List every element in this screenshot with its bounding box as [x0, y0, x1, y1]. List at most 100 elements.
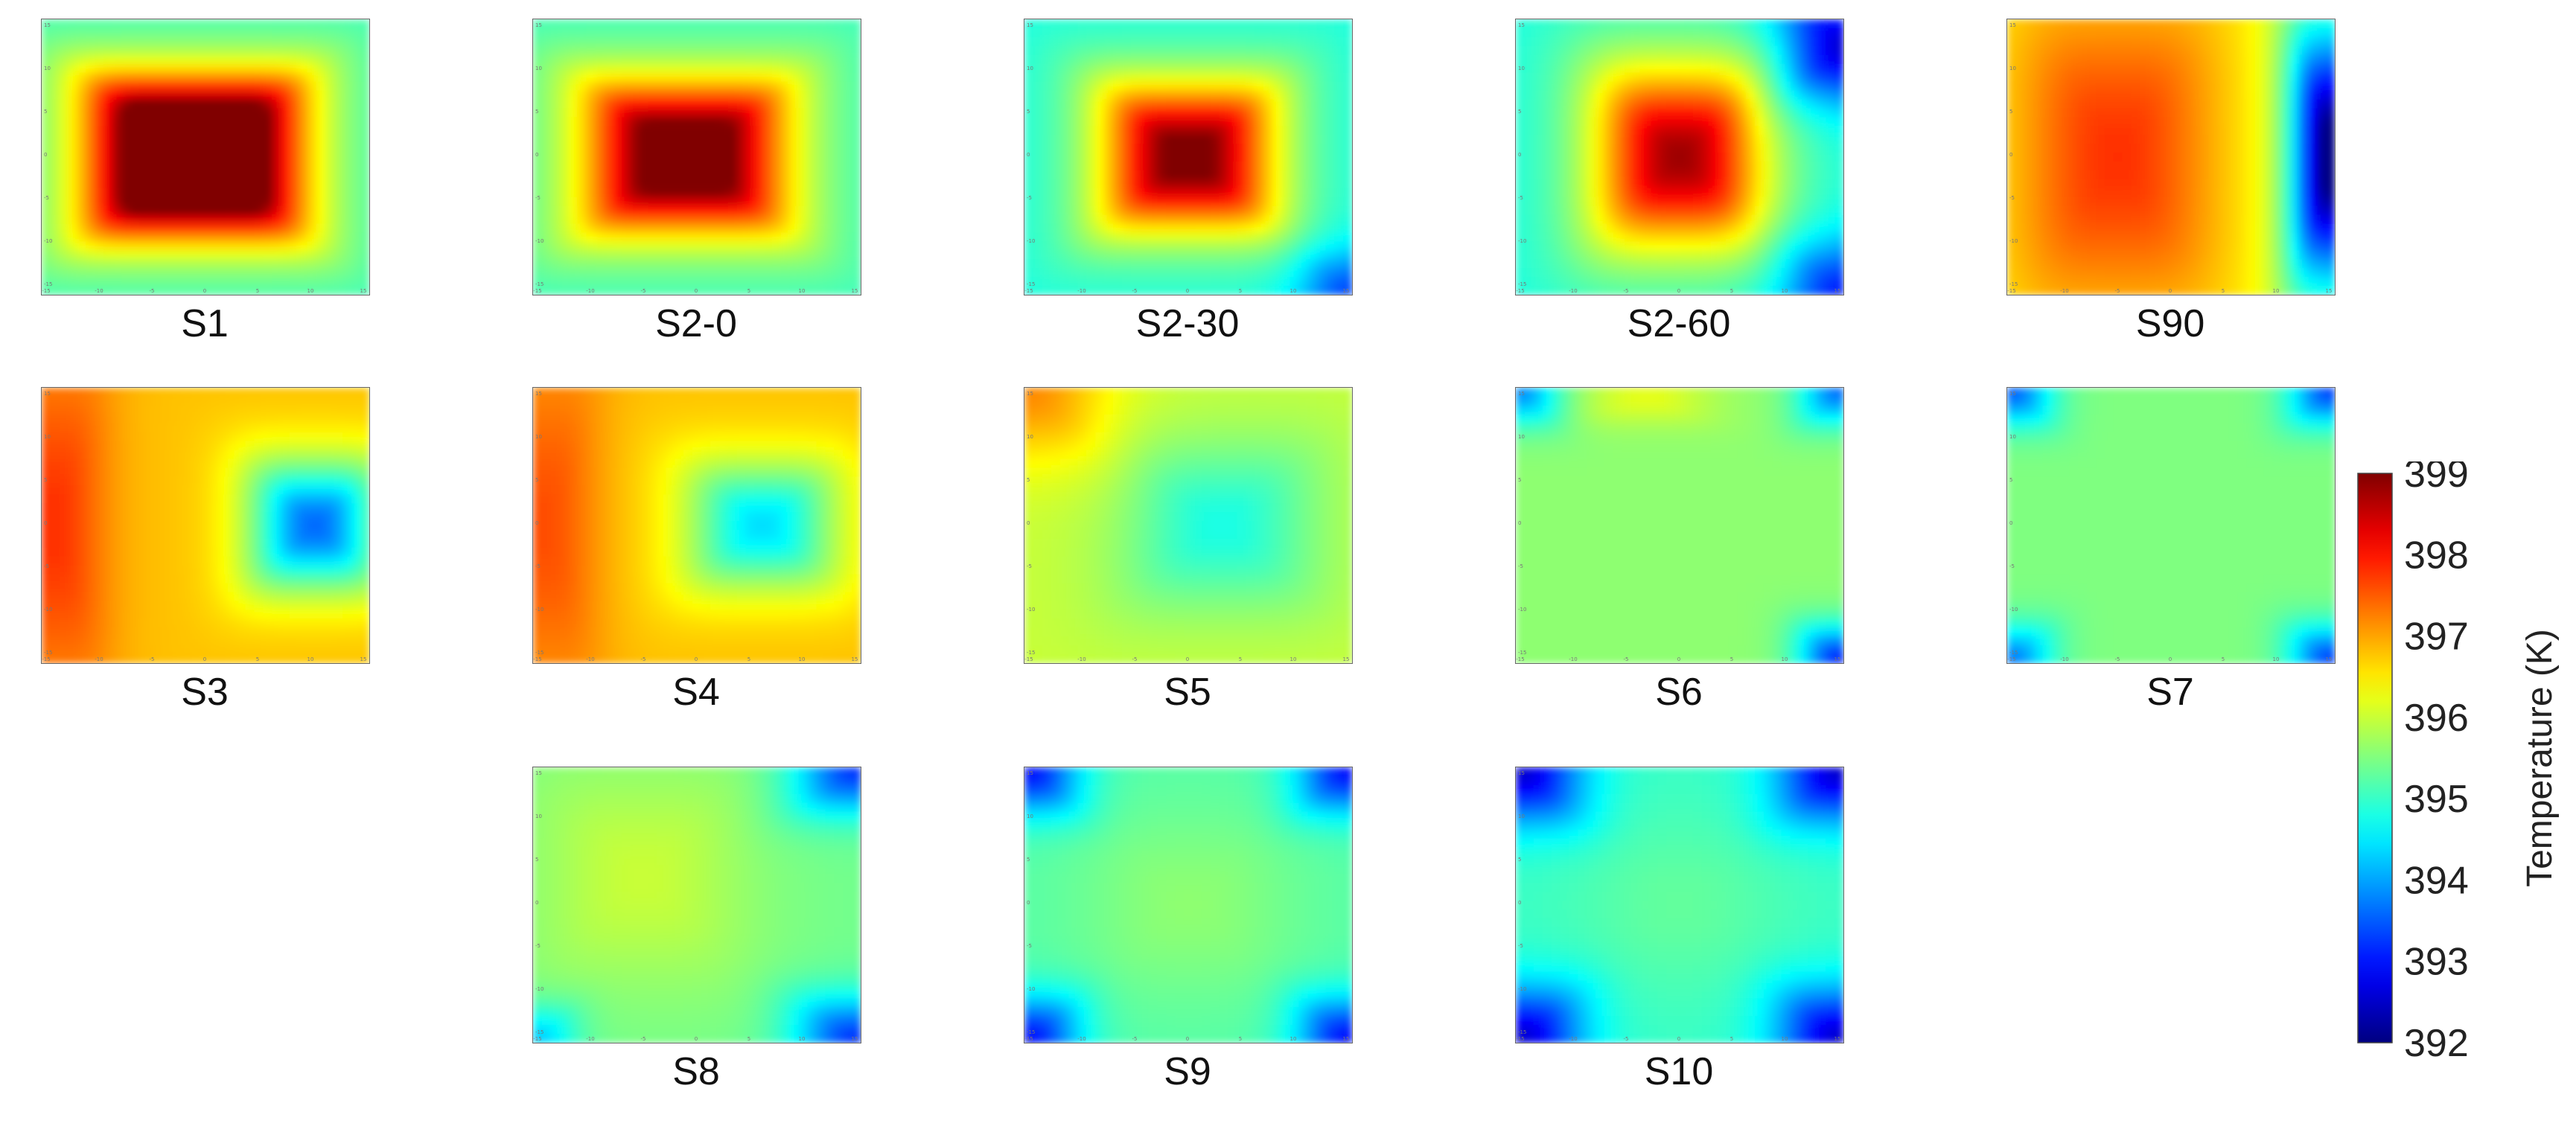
y-tick-label: -15: [1518, 650, 1526, 656]
y-tick-label: 10: [1027, 65, 1033, 71]
heatmap-s90: -15 15 -10 10 -5 5 0 0 5 -5 10 -10 15 -15: [2006, 19, 2336, 295]
x-tick-label: -15: [533, 288, 541, 294]
y-tick-label: 5: [44, 109, 47, 115]
x-tick-label: 5: [1239, 288, 1242, 294]
heatmap-panel-s2-60: -15 15 -10 10 -5 5 0 0 5 -5 10 -10 15 -15 S2-60: [1515, 19, 1844, 354]
heatmap-s2-30: -15 15 -10 10 -5 5 0 0 5 -5 10 -10 15 -15: [1024, 19, 1353, 295]
heatmap-panel-s4: -15 15 -10 10 -5 5 0 0 5 -5 10 -10 15 -15 S4: [532, 387, 861, 722]
colorbar-tick-label: 395: [2404, 778, 2469, 821]
heatmap-s8: -15 15 -10 10 -5 5 0 0 5 -5 10 -10 15 -15: [532, 767, 861, 1043]
y-tick-label: 0: [2009, 520, 2012, 526]
x-tick-label: 5: [2222, 288, 2225, 294]
x-tick-label: 10: [2273, 656, 2280, 662]
y-tick-label: 15: [44, 391, 51, 397]
heatmap-s7: -15 15 -10 10 -5 5 0 0 5 -5 10 -10 15 -15: [2006, 387, 2336, 664]
x-tick-label: 5: [1239, 656, 1242, 662]
y-tick-label: -10: [535, 607, 543, 613]
x-tick-label: -5: [1132, 288, 1138, 294]
y-tick-label: 15: [1518, 22, 1525, 28]
y-tick-label: 10: [1518, 813, 1525, 819]
colorbar-gradient: [2357, 473, 2393, 1043]
y-tick-label: 10: [2009, 434, 2016, 440]
heatmap-panel-s3: -15 15 -10 10 -5 5 0 0 5 -5 10 -10 15 -15 S3: [41, 387, 370, 722]
x-tick-label: 15: [1343, 288, 1350, 294]
y-tick-label: 0: [1027, 900, 1030, 906]
y-tick-label: -15: [1027, 650, 1035, 656]
heatmap-panel-s7: -15 15 -10 10 -5 5 0 0 5 -5 10 -10 15 -15 S7: [2006, 387, 2336, 722]
y-tick-label: 0: [535, 900, 538, 906]
x-tick-label: 10: [1290, 1036, 1297, 1042]
x-tick-label: -15: [1516, 288, 1524, 294]
x-tick-label: 0: [1186, 1036, 1189, 1042]
x-tick-label: 15: [852, 1036, 858, 1042]
y-tick-label: 5: [535, 109, 538, 115]
y-tick-label: -5: [1027, 943, 1032, 949]
y-tick-label: -10: [535, 986, 543, 992]
x-tick-label: -5: [1132, 656, 1138, 662]
panel-label: S7: [2146, 671, 2194, 714]
colorbar-tick-label: 399: [2404, 461, 2469, 496]
y-tick-label: -5: [1027, 195, 1032, 201]
y-tick-label: -10: [1027, 607, 1035, 613]
panel-label: S2-0: [655, 302, 737, 345]
x-tick-label: -10: [1077, 288, 1085, 294]
x-tick-label: -15: [1516, 1036, 1524, 1042]
y-tick-label: 0: [44, 520, 47, 526]
panel-label: S5: [1164, 671, 1211, 714]
y-tick-label: -5: [1518, 563, 1523, 569]
y-tick-label: 15: [1027, 22, 1033, 28]
y-tick-label: 5: [1518, 109, 1521, 115]
x-tick-label: 15: [1343, 1036, 1350, 1042]
x-tick-label: 0: [1186, 656, 1189, 662]
heatmap-s10: -15 15 -10 10 -5 5 0 0 5 -5 10 -10 15 -15: [1515, 767, 1844, 1043]
y-tick-label: 10: [535, 65, 542, 71]
x-tick-label: 0: [695, 1036, 698, 1042]
y-tick-label: -15: [1518, 1029, 1526, 1035]
x-tick-label: 15: [360, 656, 367, 662]
x-tick-label: -15: [1024, 1036, 1033, 1042]
y-tick-label: 0: [1518, 152, 1521, 158]
y-tick-label: -5: [1518, 943, 1523, 949]
colorbar-tick-label: 392: [2404, 1022, 2469, 1057]
y-tick-label: -10: [1518, 986, 1526, 992]
x-tick-label: -10: [1077, 656, 1085, 662]
x-tick-label: -15: [533, 1036, 541, 1042]
x-tick-label: 15: [2326, 656, 2333, 662]
heatmap-s3: -15 15 -10 10 -5 5 0 0 5 -5 10 -10 15 -15: [41, 387, 370, 664]
y-tick-label: -10: [1518, 238, 1526, 244]
heatmap-s2-60: -15 15 -10 10 -5 5 0 0 5 -5 10 -10 15 -15: [1515, 19, 1844, 295]
x-tick-label: -10: [1569, 1036, 1577, 1042]
y-tick-label: -5: [535, 943, 541, 949]
y-tick-label: -10: [1027, 238, 1035, 244]
y-tick-label: -5: [44, 195, 49, 201]
y-tick-label: -10: [44, 238, 52, 244]
panel-label: S8: [672, 1050, 720, 1093]
y-tick-label: -15: [1027, 281, 1035, 287]
x-tick-label: -5: [641, 288, 646, 294]
x-tick-label: -10: [1569, 656, 1577, 662]
heatmap-panel-s1: -15 15 -10 10 -5 5 0 0 5 -5 10 -10 15 -15 S1: [41, 19, 370, 354]
x-tick-label: 0: [2169, 656, 2172, 662]
x-tick-label: -10: [2060, 656, 2068, 662]
x-tick-label: 10: [799, 288, 806, 294]
y-tick-label: 10: [535, 434, 542, 440]
y-tick-label: -15: [2009, 281, 2018, 287]
x-tick-label: 0: [695, 288, 698, 294]
y-tick-label: 15: [535, 391, 542, 397]
heatmap-s9: -15 15 -10 10 -5 5 0 0 5 -5 10 -10 15 -15: [1024, 767, 1353, 1043]
colorbar-tick-label: 393: [2404, 941, 2469, 984]
y-tick-label: 10: [44, 434, 51, 440]
y-tick-label: 5: [1027, 857, 1030, 863]
x-tick-label: 15: [852, 656, 858, 662]
x-tick-label: 5: [1730, 656, 1733, 662]
y-tick-label: -10: [44, 607, 52, 613]
x-tick-label: 10: [2273, 288, 2280, 294]
heatmap-panel-s10: -15 15 -10 10 -5 5 0 0 5 -5 10 -10 15 -15 S10: [1515, 767, 1844, 1102]
x-tick-label: 0: [203, 656, 206, 662]
y-tick-label: -5: [2009, 563, 2015, 569]
x-tick-label: -10: [586, 656, 594, 662]
y-tick-label: 15: [535, 22, 542, 28]
y-tick-label: -15: [535, 1029, 543, 1035]
x-tick-label: 10: [307, 656, 314, 662]
